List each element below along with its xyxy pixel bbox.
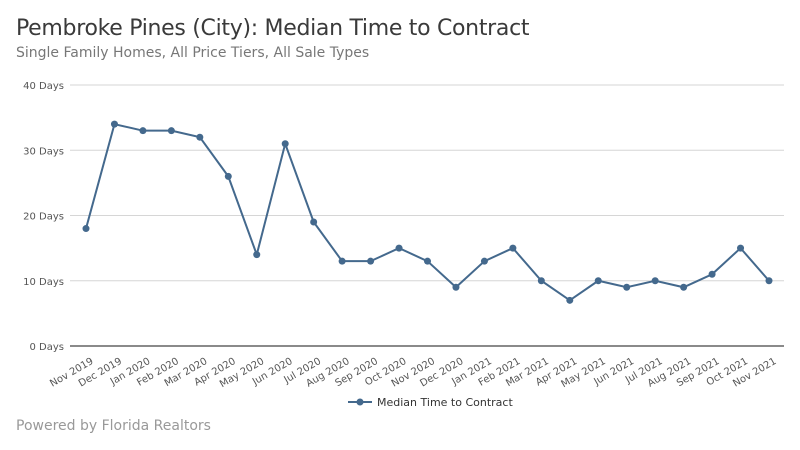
data-point	[480, 257, 488, 265]
y-tick-label: 20 Days	[23, 212, 64, 223]
data-point	[537, 277, 545, 285]
legend-label: Median Time to Contract	[377, 396, 513, 409]
data-point	[338, 257, 346, 265]
data-point	[167, 127, 175, 135]
data-point	[196, 133, 204, 141]
data-point	[737, 244, 745, 252]
chart-subtitle: Single Family Homes, All Price Tiers, Al…	[16, 45, 370, 61]
data-point	[367, 257, 375, 265]
data-point	[509, 244, 517, 252]
data-point	[452, 283, 460, 291]
y-tick-label: 0 Days	[30, 342, 65, 353]
data-point	[82, 225, 90, 233]
chart-title: Pembroke Pines (City): Median Time to Co…	[16, 16, 530, 41]
data-point	[139, 127, 147, 135]
data-point	[253, 251, 261, 259]
data-point	[424, 257, 431, 265]
data-point	[594, 277, 602, 285]
data-point	[623, 283, 631, 291]
footer-credit: Powered by Florida Realtors	[16, 418, 211, 434]
data-point	[708, 270, 716, 278]
data-point	[224, 172, 232, 180]
data-point	[566, 296, 574, 304]
data-point	[651, 277, 659, 285]
data-point	[395, 244, 403, 252]
data-point	[110, 120, 118, 128]
data-point	[680, 283, 688, 291]
y-tick-label: 10 Days	[23, 277, 64, 288]
y-tick-label: 40 Days	[23, 81, 64, 92]
data-point	[765, 277, 773, 285]
y-tick-label: 30 Days	[23, 146, 64, 157]
legend-marker	[356, 398, 364, 406]
data-point	[310, 218, 318, 226]
data-point	[281, 140, 289, 148]
